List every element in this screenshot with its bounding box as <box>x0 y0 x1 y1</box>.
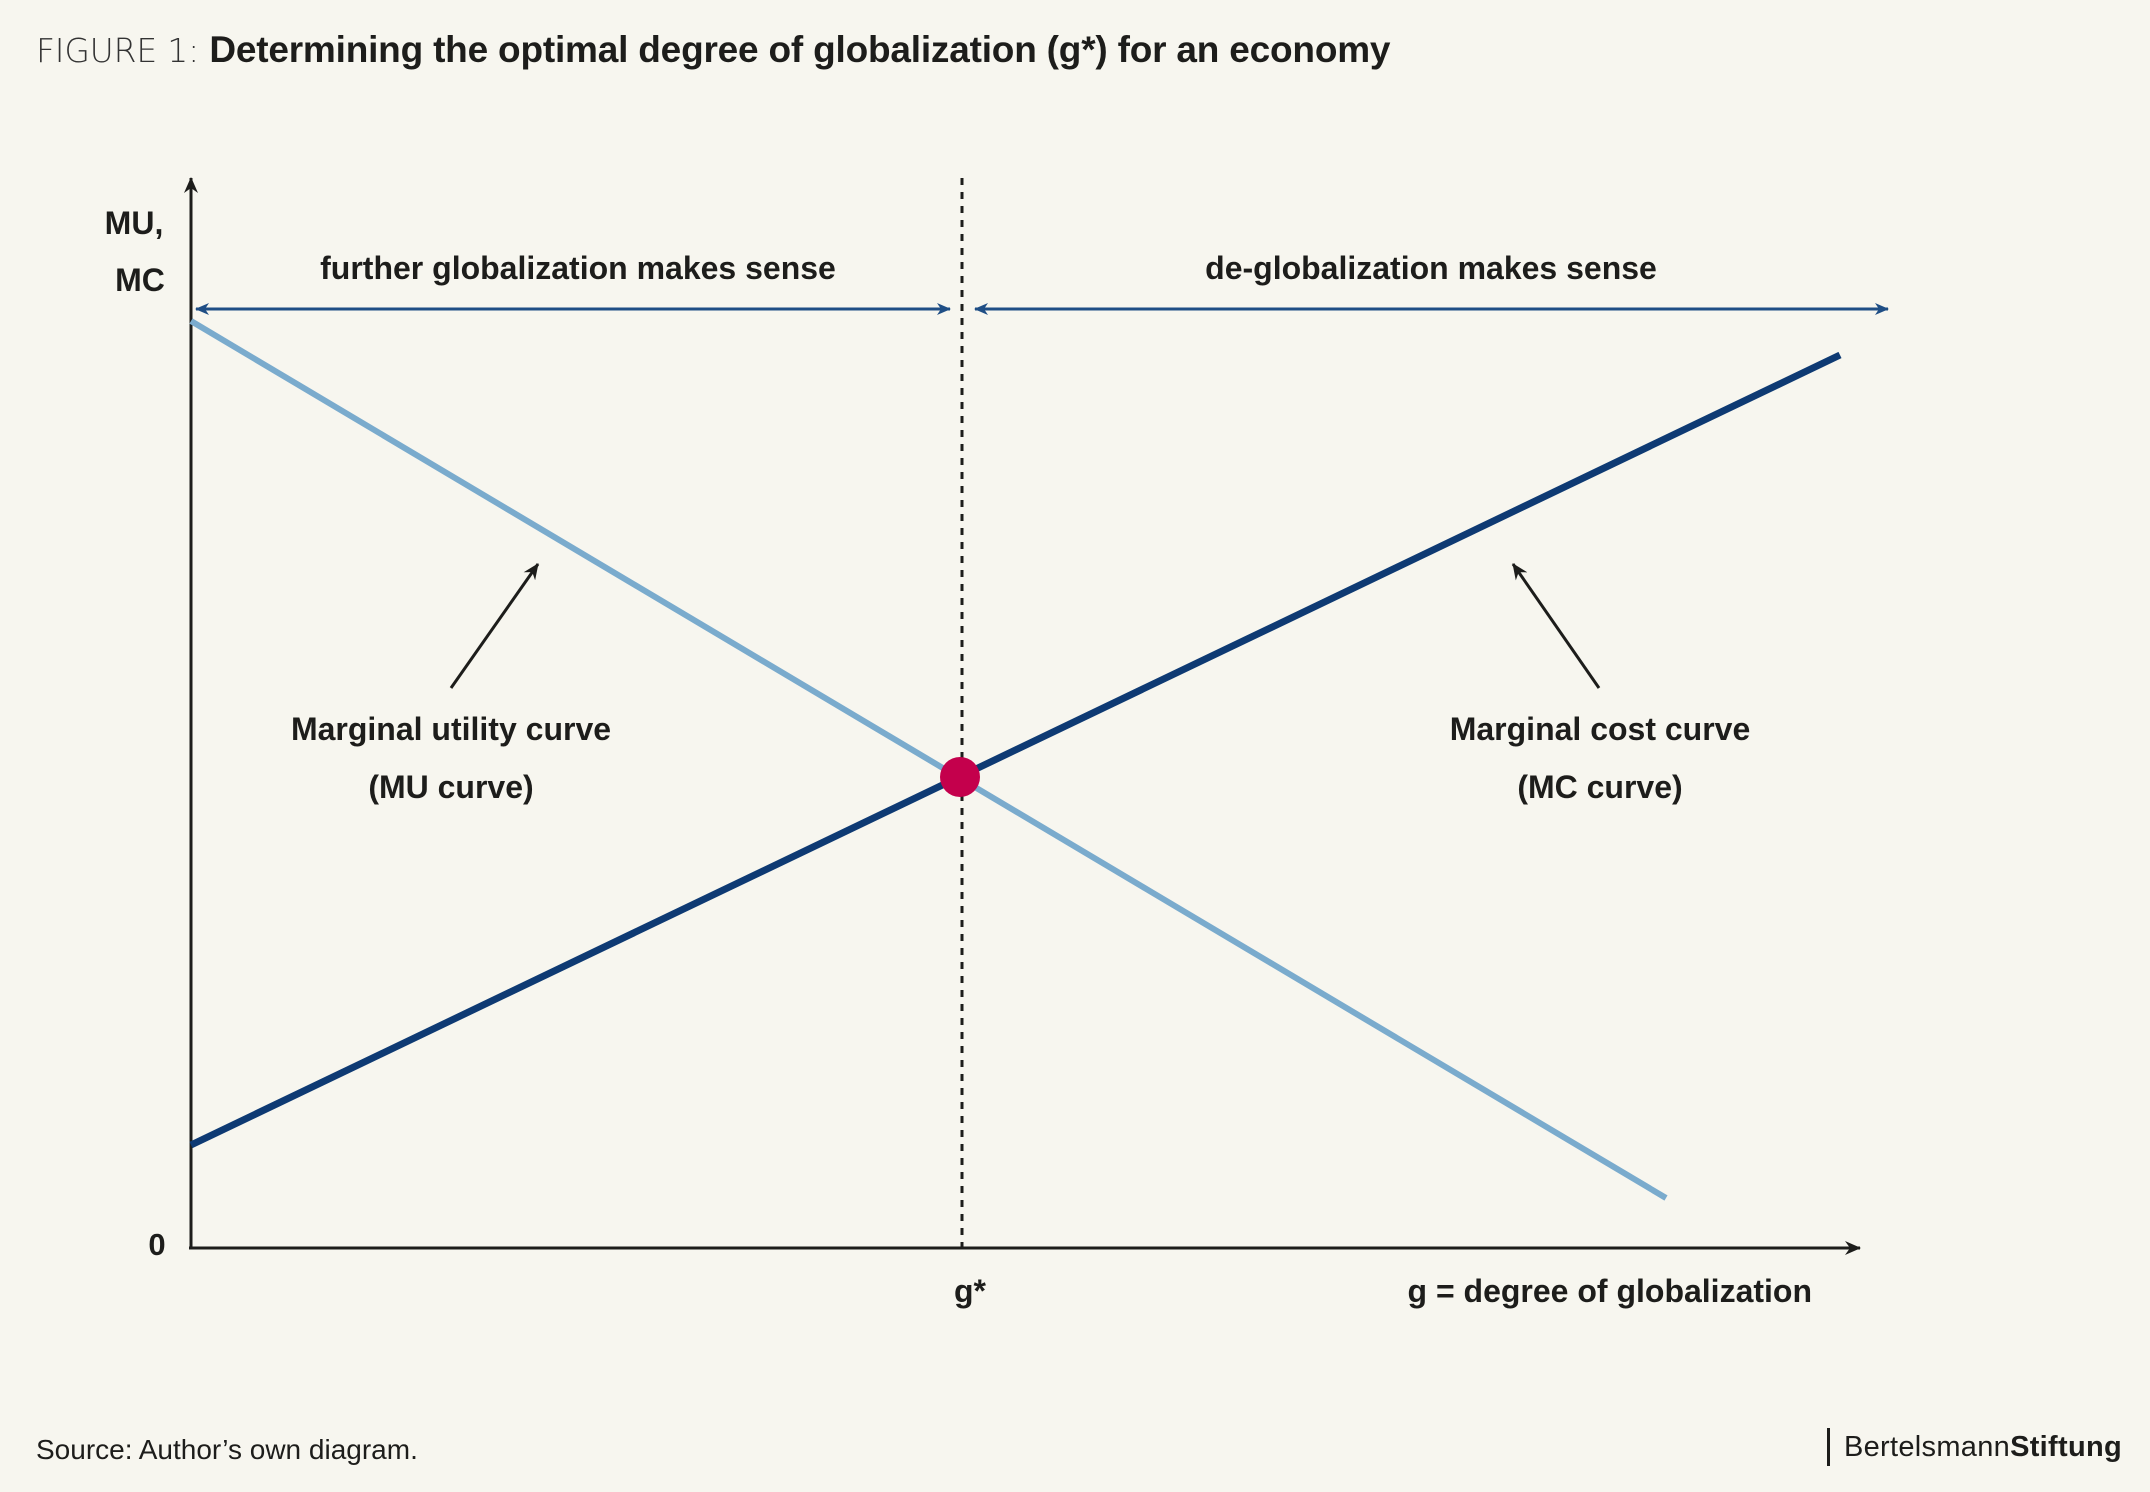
brand-name-part1: Bertelsmann <box>1843 1431 2011 1463</box>
figure-number: FIGURE 1: <box>36 31 210 70</box>
g-star-label: g* <box>954 1273 987 1309</box>
mu-curve-label-line1: Marginal utility curve <box>291 711 611 747</box>
brand-name-part2: Stiftung <box>2010 1431 2122 1463</box>
figure-heading: Determining the optimal degree of global… <box>209 29 1391 70</box>
origin-label: 0 <box>148 1227 165 1262</box>
figure-title: FIGURE 1: Determining the optimal degree… <box>36 24 1391 77</box>
mc-curve-label-line1: Marginal cost curve <box>1450 711 1751 747</box>
mu-curve <box>189 318 1668 1201</box>
mc-pointer-arrow <box>1511 563 1601 689</box>
de-globalization-label: de-globalization makes sense <box>1205 250 1657 286</box>
mu-curve-label-line2: (MU curve) <box>368 769 533 805</box>
mc-curve-label-line2: (MC curve) <box>1517 769 1682 805</box>
mu-pointer-arrow <box>449 563 540 689</box>
y-axis-label-line2: MC <box>115 262 165 298</box>
y-axis-label-line1: MU, <box>105 205 164 241</box>
bertelsmann-stiftung-logo: BertelsmannStiftung <box>1826 1428 2122 1466</box>
further-globalization-label: further globalization makes sense <box>320 250 836 286</box>
equilibrium-point <box>940 757 980 797</box>
mc-curve <box>189 351 1842 1149</box>
x-axis-label: g = degree of globalization <box>1408 1273 1812 1309</box>
source-note: Source: Author’s own diagram. <box>36 1434 418 1465</box>
